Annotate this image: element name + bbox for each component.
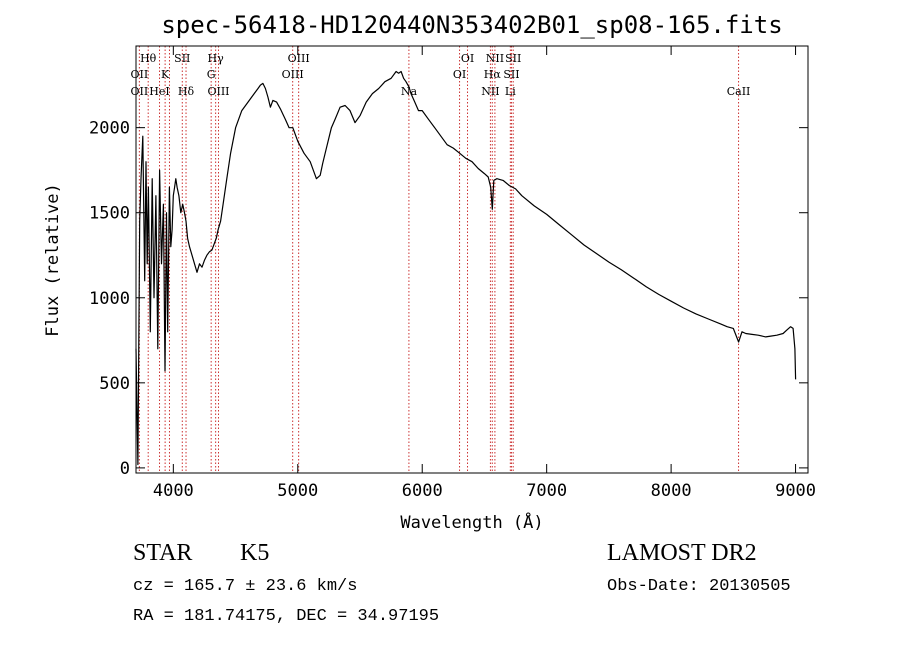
line-label-0-0: OII [131,68,149,81]
line-label-5-0: SII [174,52,190,65]
line-label-0-1: OII [131,85,149,98]
y-tick-label-2: 1000 [89,289,130,309]
line-label-21-0: CaII [727,85,751,98]
x-axis-label: Wavelength (Å) [400,511,543,533]
line-label-20-0: SII [505,52,521,65]
line-label-3-0: K [161,68,170,81]
obs-date-text: Obs-Date: 20130505 [607,577,791,596]
line-label-16-0: Hα [484,68,502,81]
survey-label: LAMOST DR2 [607,540,757,566]
line-label-7-0: G [207,68,216,81]
plot-axes: 4000 5000 6000 7000 8000 9000 0 500 1000 1500 2000 [89,45,816,501]
line-label-9-0: OIII [207,85,229,98]
line-label-18-0: Li [505,85,516,98]
line-label-15-0: NII [481,85,499,98]
x-tick-label-3: 7000 [526,481,567,501]
x-tick-label-4: 8000 [651,481,692,501]
spectral-line-labels: OII OII Hθ HeI K SII Hδ G Hγ OIII OIII OIII Na OI OI NI… [131,52,751,98]
star-class-label: STAR [133,540,192,566]
y-tick-label-0: 0 [120,459,130,479]
chart-title: spec-56418-HD120440N353402B01_sp08-165.f… [161,11,782,39]
line-label-10-0: OIII [282,68,304,81]
line-label-17-0: NII [486,52,504,65]
line-label-14-0: OI [461,52,474,65]
y-axis-label: Flux (relative) [43,183,63,337]
line-label-11-0: OIII [288,52,310,65]
spectrum-line-0 [135,70,797,466]
coordinates-text: RA = 181.74175, DEC = 34.97195 [133,607,439,626]
line-label-8-0: Hγ [208,52,225,65]
line-label-19-0: SII [503,68,519,81]
spectrum-series [135,70,797,466]
y-tick-label-4: 2000 [89,119,130,139]
line-label-2-0: HeI [149,85,169,98]
y-tick-label-1: 500 [99,374,130,394]
x-tick-label-0: 4000 [153,481,194,501]
x-tick-label-1: 5000 [277,481,318,501]
redshift-text: cz = 165.7 ± 23.6 km/s [133,577,357,596]
y-tick-label-3: 1500 [89,204,130,224]
line-label-12-0: Na [401,85,418,98]
line-label-13-0: OI [453,68,466,81]
line-label-1-0: Hθ [140,52,157,65]
spectral-line-markers [138,46,740,473]
plot-frame [135,45,809,474]
x-tick-label-2: 6000 [402,481,443,501]
spectral-subclass-label: K5 [240,540,269,566]
x-tick-label-5: 9000 [775,481,816,501]
line-label-6-0: Hδ [178,85,195,98]
